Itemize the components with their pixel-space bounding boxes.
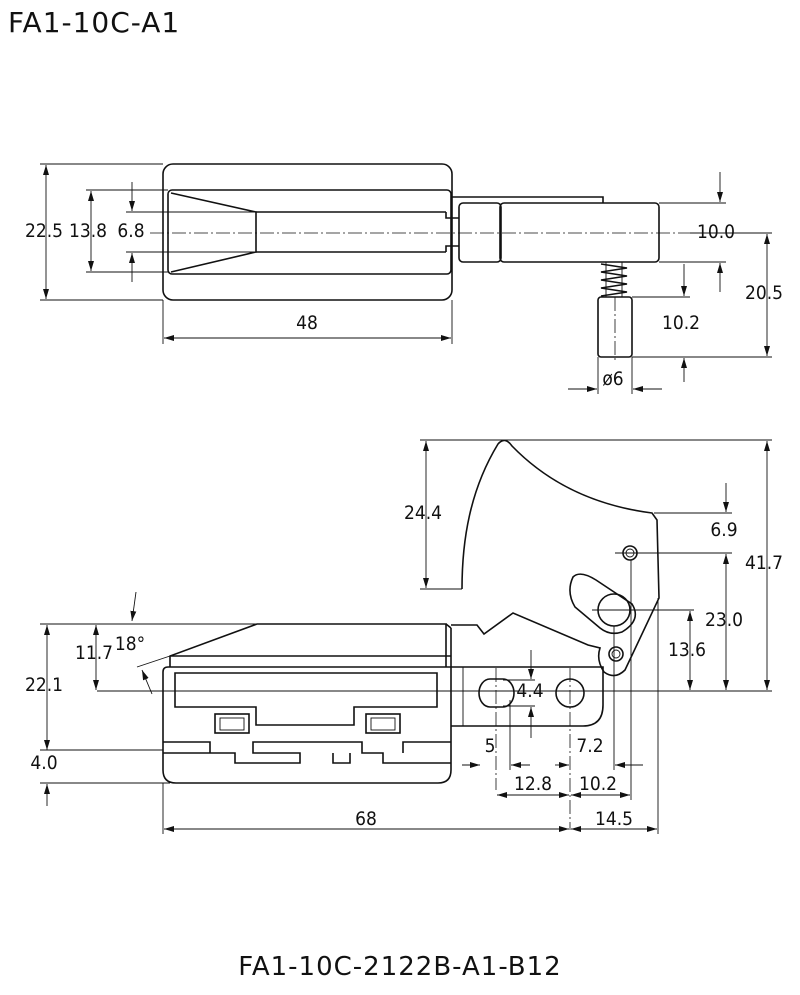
- oval-hole: [478, 678, 515, 708]
- terminal-bracket: [451, 666, 604, 727]
- body-top: [169, 623, 447, 667]
- part-number: FA1-10C-2122B-A1-B12: [238, 952, 562, 982]
- actuator-head: [499, 202, 660, 263]
- dim-10-0: 10.0: [697, 221, 735, 243]
- dim-10-2-pins: 10.2: [579, 773, 617, 795]
- switch-body: [162, 666, 452, 784]
- dim-13-8: 13.8: [69, 220, 107, 242]
- dim-20-5: 20.5: [745, 282, 783, 304]
- dim-6-8: 6.8: [117, 220, 144, 242]
- label-window: [174, 672, 438, 726]
- drawing-title: FA1-10C-A1: [8, 6, 181, 39]
- terminal-left: [214, 713, 250, 734]
- slot-taper: [170, 192, 257, 273]
- dim-68: 68: [355, 808, 377, 830]
- dim-6-9: 6.9: [710, 519, 737, 541]
- terminal-right: [365, 713, 401, 734]
- base-rail: [163, 741, 451, 764]
- switch-body-outline: [162, 163, 453, 301]
- dim-14-5: 14.5: [595, 808, 633, 830]
- dim-5: 5: [485, 735, 496, 757]
- dim-22-1: 22.1: [25, 674, 63, 696]
- dim-12-8: 12.8: [514, 773, 552, 795]
- dim-4-0: 4.0: [30, 752, 57, 774]
- dim-13-6: 13.6: [668, 639, 706, 661]
- dim-23-0: 23.0: [705, 609, 743, 631]
- guide-strip: [452, 196, 604, 203]
- actuator-collar: [458, 202, 502, 263]
- dim-41-7: 41.7: [745, 552, 783, 574]
- trigger: [451, 439, 660, 677]
- side-view: 24.4 41.7 6.9 23.0 13.6 22.1 4.0 11.7 18…: [25, 439, 783, 834]
- dim-7-2: 7.2: [576, 735, 603, 757]
- top-view: 22.5 13.8 6.8 48 10.0 20.5 10.2 ø6: [25, 163, 783, 394]
- dim-10-2-plunger: 10.2: [662, 312, 700, 334]
- notch-lower: [445, 245, 459, 252]
- dim-diameter-6: ø6: [602, 368, 623, 390]
- dim-18-degrees: 18°: [115, 633, 145, 655]
- switch-inner-recess: [167, 189, 452, 275]
- notch-upper: [445, 212, 459, 219]
- lower-pin-hole: [608, 646, 624, 662]
- dim-48: 48: [296, 312, 318, 334]
- dim-24-4: 24.4: [404, 502, 442, 524]
- spring: [600, 262, 628, 297]
- pivot-slot: [569, 573, 637, 635]
- dim-11-7: 11.7: [75, 642, 113, 664]
- dim-22-5: 22.5: [25, 220, 63, 242]
- dim-4-4: 4.4: [516, 680, 543, 702]
